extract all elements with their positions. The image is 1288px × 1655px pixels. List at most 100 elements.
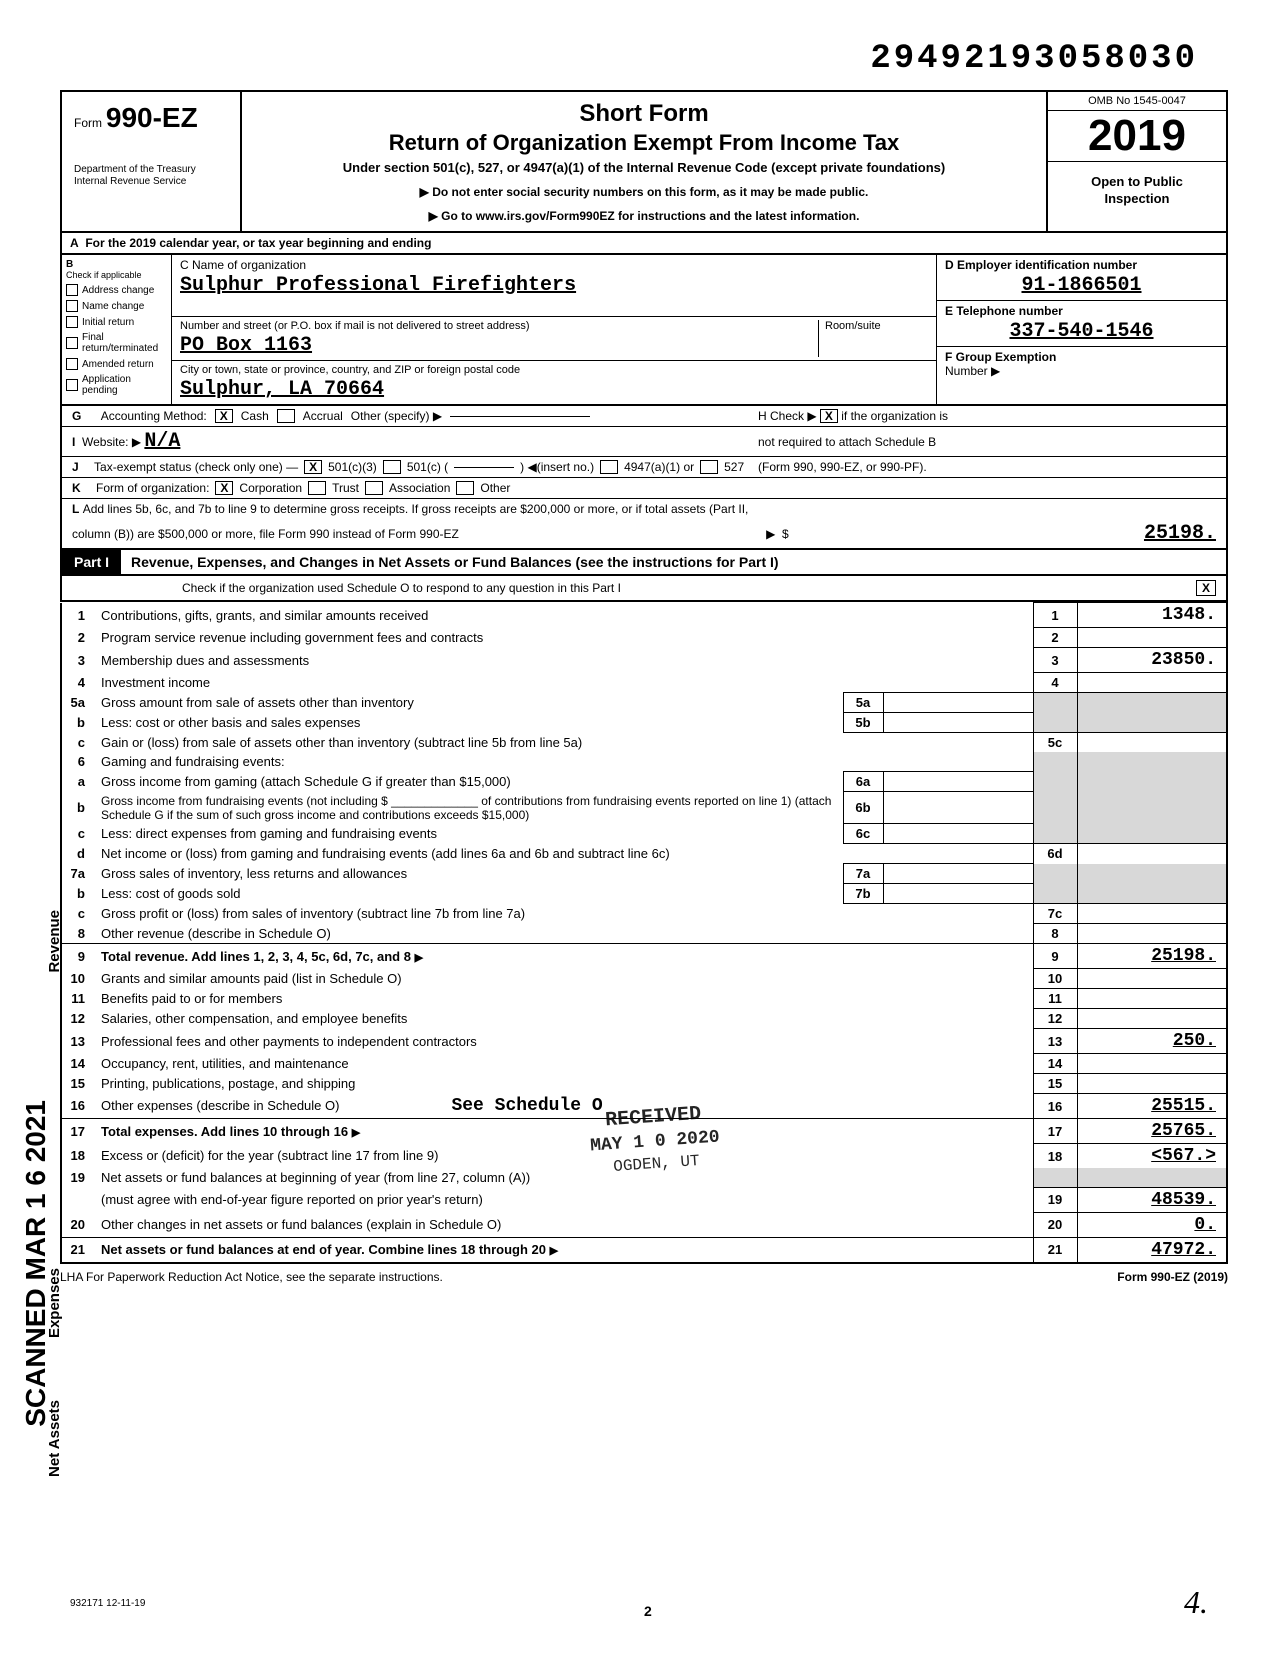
chk-amended[interactable] [66,358,78,370]
dept-line2: Internal Revenue Service [74,176,228,188]
line-5b-desc: Less: cost or other basis and sales expe… [95,713,843,733]
tax-exempt-label: Tax-exempt status (check only one) — [94,460,298,474]
subtitle: Under section 501(c), 527, or 4947(a)(1)… [252,160,1036,175]
line-15-val [1077,1074,1227,1094]
line-l-text1: Add lines 5b, 6c, and 7b to line 9 to de… [83,502,749,516]
line-7a-desc: Gross sales of inventory, less returns a… [95,864,843,884]
part-1-label: Part I [62,550,121,574]
form-number: 990-EZ [106,102,198,133]
line-3-val: 23850. [1077,648,1227,673]
room-suite-label: Room/suite [818,320,928,357]
title-short-form: Short Form [252,100,1036,128]
line-7b-desc: Less: cost of goods sold [95,884,843,904]
line-10-val [1077,969,1227,989]
chk-app-pending[interactable] [66,379,78,391]
org-name: Sulphur Professional Firefighters [180,274,928,297]
footer-left: LHA For Paperwork Reduction Act Notice, … [60,1270,443,1284]
line-9-desc: Total revenue. Add lines 1, 2, 3, 4, 5c,… [101,949,411,964]
line-2-desc: Program service revenue including govern… [95,628,1033,648]
line-6b-desc: Gross income from fundraising events (no… [95,792,843,824]
line-6d-val [1077,844,1227,864]
line-20-val: 0. [1077,1212,1227,1237]
line-6-desc: Gaming and fundraising events: [95,752,1033,772]
form-prefix: Form [74,116,102,130]
group-exemption-label: F Group Exemption [945,350,1218,364]
city-state-zip: Sulphur, LA 70664 [180,378,928,401]
title-return: Return of Organization Exempt From Incom… [252,130,1036,156]
chk-501c3[interactable]: X [304,460,322,474]
line-8-desc: Other revenue (describe in Schedule O) [95,924,1033,944]
address-label: Number and street (or P.O. box if mail i… [180,320,818,332]
line-11-desc: Benefits paid to or for members [95,989,1033,1009]
section-label-revenue: Revenue [46,910,63,973]
note-url: ▶ Go to www.irs.gov/Form990EZ for instru… [252,209,1036,223]
scanned-stamp: SCANNED MAR 1 6 2021 [20,1100,52,1427]
form-of-org-label: Form of organization: [96,481,209,495]
note-ssn: ▶ Do not enter social security numbers o… [252,185,1036,199]
line-13-desc: Professional fees and other payments to … [95,1029,1033,1054]
accounting-method-label: Accounting Method: [101,409,207,423]
ein-label: D Employer identification number [945,258,1218,272]
chk-name-change[interactable] [66,300,78,312]
form-revision: 932171 12-11-19 [70,1598,145,1609]
line-17-val: 25765. [1077,1119,1227,1144]
line-15-desc: Printing, publications, postage, and shi… [95,1074,1033,1094]
group-exemption-label2: Number ▶ [945,364,1218,378]
website-label: Website: ▶ [82,435,141,449]
phone-value: 337-540-1546 [945,320,1218,343]
line-18-val: <567.> [1077,1144,1227,1169]
ein-value: 91-1866501 [945,274,1218,297]
line-12-desc: Salaries, other compensation, and employ… [95,1009,1033,1029]
chk-527[interactable] [700,460,718,474]
chk-cash[interactable]: X [215,409,233,423]
line-5a-desc: Gross amount from sale of assets other t… [95,693,843,713]
chk-501c[interactable] [383,460,401,474]
chk-schedule-o-part1[interactable]: X [1196,580,1216,596]
line-7c-desc: Gross profit or (loss) from sales of inv… [95,904,1033,924]
line-a: A For the 2019 calendar year, or tax yea… [60,233,1228,255]
chk-4947[interactable] [600,460,618,474]
line-1-val: 1348. [1077,603,1227,628]
line-6a-desc: Gross income from gaming (attach Schedul… [95,772,843,792]
chk-trust[interactable] [308,481,326,495]
line-16-desc: Other expenses (describe in Schedule O) [101,1098,339,1113]
line-19-desc1: Net assets or fund balances at beginning… [95,1168,1033,1187]
line-19-val: 48539. [1077,1187,1227,1212]
line-12-val [1077,1009,1227,1029]
line-20-desc: Other changes in net assets or fund bala… [95,1212,1033,1237]
chk-address-change[interactable] [66,284,78,296]
chk-accrual[interactable] [277,409,295,423]
chk-final-return[interactable] [66,337,78,349]
line-13-val: 250. [1077,1029,1227,1054]
see-schedule-o: See Schedule O [451,1096,602,1116]
line-18-desc: Excess or (deficit) for the year (subtra… [95,1144,1033,1169]
line-6c-desc: Less: direct expenses from gaming and fu… [95,824,843,844]
line-21-val: 47972. [1077,1237,1227,1263]
chk-initial-return[interactable] [66,316,78,328]
line-3-desc: Membership dues and assessments [95,648,1033,673]
line-14-desc: Occupancy, rent, utilities, and maintena… [95,1054,1033,1074]
sched-o-check-text: Check if the organization used Schedule … [182,581,621,595]
form-header: Form 990-EZ Department of the Treasury I… [60,90,1228,233]
chk-other-org[interactable] [456,481,474,495]
chk-corporation[interactable]: X [215,481,233,495]
chk-association[interactable] [365,481,383,495]
footer-right: Form 990-EZ (2019) [1117,1270,1228,1284]
line-l-text2: column (B)) are $500,000 or more, file F… [72,527,459,541]
check-if-label: Check if applicable [66,270,167,280]
line-11-val [1077,989,1227,1009]
line-5c-val [1077,733,1227,753]
line-21-desc: Net assets or fund balances at end of ye… [101,1242,546,1257]
dept-line1: Department of the Treasury [74,164,228,176]
chk-schedule-b[interactable]: X [820,409,838,423]
city-label: City or town, state or province, country… [180,364,928,376]
line-19-desc2: (must agree with end-of-year figure repo… [95,1187,1033,1212]
omb-number: OMB No 1545-0047 [1048,92,1226,111]
line-2-val [1077,628,1227,648]
line-17-desc: Total expenses. Add lines 10 through 16 [101,1124,348,1139]
tracking-number: 29492193058030 [870,40,1198,78]
tax-year: 2019 [1048,111,1226,162]
line-8-val [1077,924,1227,944]
line-4-desc: Investment income [95,673,1033,693]
handwritten-4: 4. [1184,1584,1208,1621]
